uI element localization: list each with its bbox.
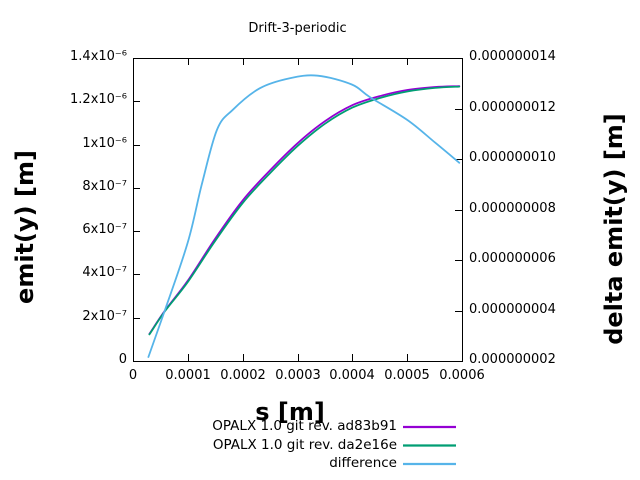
y2-tick-label: 0.000000012 xyxy=(469,100,556,115)
plot-border xyxy=(133,58,463,362)
y-tick-label: 0 xyxy=(118,352,127,367)
x-tick-label: 0.0006 xyxy=(439,368,485,383)
y-tick-label: 6x10⁻⁷ xyxy=(82,222,127,237)
y2-tick-label: 0.000000008 xyxy=(469,201,556,216)
legend-entry-series1: OPALX 1.0 git rev. ad83b91 xyxy=(212,418,397,434)
y2-axis-label: delta emit(y) [m] xyxy=(600,113,628,345)
y-tick-label: 2x10⁻⁷ xyxy=(82,309,127,324)
y-tick-label: 1.2x10⁻⁶ xyxy=(70,92,127,107)
legend-entry-difference: difference xyxy=(329,455,397,471)
y2-tick-label: 0.000000002 xyxy=(469,352,556,367)
y2-tick-label: 0.000000010 xyxy=(469,150,556,165)
y-tick-label: 1.4x10⁻⁶ xyxy=(70,49,127,64)
curve-difference xyxy=(147,74,461,358)
y-tick-label: 8x10⁻⁷ xyxy=(82,179,127,194)
x-axis-label: s [m] xyxy=(255,398,325,426)
x-tick-label: 0.0003 xyxy=(275,368,321,383)
x-tick-label: 0 xyxy=(128,368,138,383)
x-tick-label: 0.0001 xyxy=(165,368,211,383)
y2-tick-label: 0.000000014 xyxy=(469,49,556,64)
y-tick-label: 1x10⁻⁶ xyxy=(82,136,127,151)
x-tick-label: 0.0005 xyxy=(384,368,430,383)
x-tick-label: 0.0004 xyxy=(329,368,375,383)
chart-title: Drift-3-periodic xyxy=(248,21,347,36)
legend-entry-series2: OPALX 1.0 git rev. da2e16e xyxy=(212,436,397,453)
y-tick-label: 4x10⁻⁷ xyxy=(82,265,127,280)
curve-series2 xyxy=(148,85,461,336)
x-tick-label: 0.0002 xyxy=(220,368,266,383)
y2-tick-label: 0.000000006 xyxy=(469,251,556,266)
y2-tick-label: 0.000000004 xyxy=(469,302,556,317)
